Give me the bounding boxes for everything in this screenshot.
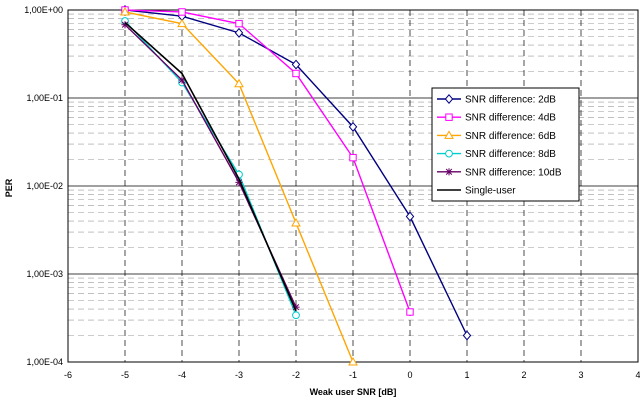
data-point: [291, 59, 301, 70]
legend-entry: SNR difference: 8dB: [437, 149, 556, 160]
x-axis-title: Weak user SNR [dB]: [310, 387, 397, 397]
x-tick-label: 3: [578, 370, 583, 380]
data-point: [178, 8, 186, 16]
data-point: [292, 69, 300, 78]
data-point: [348, 121, 358, 132]
legend-entry: SNR difference: 10dB: [437, 167, 562, 178]
data-point: [444, 94, 454, 104]
legend: SNR difference: 2dB SNR difference: 4dB SN…: [431, 87, 580, 202]
data-point: [405, 211, 415, 222]
y-tick-label: 1,00E-04: [26, 357, 63, 367]
x-tick-label: 2: [521, 370, 526, 380]
x-tick-label: 1: [464, 370, 469, 380]
series-1: [120, 5, 472, 341]
legend-label: SNR difference: 6dB: [465, 131, 556, 142]
x-tick-label: -4: [178, 370, 186, 380]
data-point: [234, 27, 244, 38]
legend-label: SNR difference: 2dB: [465, 95, 556, 106]
legend-entry: SNR difference: 6dB: [437, 130, 556, 142]
y-axis-title: PER: [4, 178, 14, 197]
legend-label: Single-user: [465, 186, 516, 197]
data-point: [349, 153, 357, 162]
series-layer: [120, 5, 472, 366]
y-tick-label: 1,00E-03: [26, 269, 63, 279]
data-point-stroke: [121, 21, 129, 28]
series-line: [124, 21, 297, 312]
y-tick-label: 1,00E-02: [26, 181, 63, 191]
x-tick-label: -6: [64, 370, 72, 380]
data-point-stroke: [292, 304, 300, 311]
x-tick-label: -3: [235, 370, 243, 380]
legend-entry: Single-user: [437, 186, 516, 197]
data-point: [348, 356, 358, 366]
data-point: [234, 78, 244, 88]
data-point: [292, 311, 300, 320]
data-point: [462, 330, 472, 341]
legend-entry: SNR difference: 4dB: [437, 113, 556, 124]
data-point: [444, 130, 454, 139]
data-point: [291, 217, 301, 227]
x-tick-label: -2: [292, 370, 300, 380]
data-point: [235, 19, 243, 28]
data-point-stroke: [445, 168, 453, 175]
data-point: [177, 18, 187, 28]
y-tick-label: 1,00E-01: [26, 93, 63, 103]
legend-box: [431, 87, 580, 202]
legend-label: SNR difference: 4dB: [465, 113, 556, 124]
x-tick-label: 0: [407, 370, 412, 380]
data-point: [445, 149, 453, 158]
legend-label: SNR difference: 8dB: [465, 149, 556, 160]
data-point-stroke: [235, 179, 243, 186]
axes: -6 -5 -4 -3 -2 -1 0 1 2 3 4 1,00E+00 1,00E-01 1,00E-0…: [24, 5, 640, 380]
x-tick-label: -1: [349, 370, 357, 380]
data-point: [445, 168, 453, 176]
series-6: [124, 21, 297, 312]
legend-entry: SNR difference: 2dB: [437, 94, 556, 106]
data-point: [120, 6, 130, 16]
y-tick-label: 1,00E+00: [24, 5, 63, 15]
x-tick-label: -5: [121, 370, 129, 380]
data-point: [445, 113, 453, 121]
data-point: [406, 308, 414, 316]
x-tick-label: 4: [635, 370, 640, 380]
series-3: [120, 6, 358, 366]
legend-label: SNR difference: 10dB: [465, 167, 562, 178]
series-line: [124, 9, 411, 313]
